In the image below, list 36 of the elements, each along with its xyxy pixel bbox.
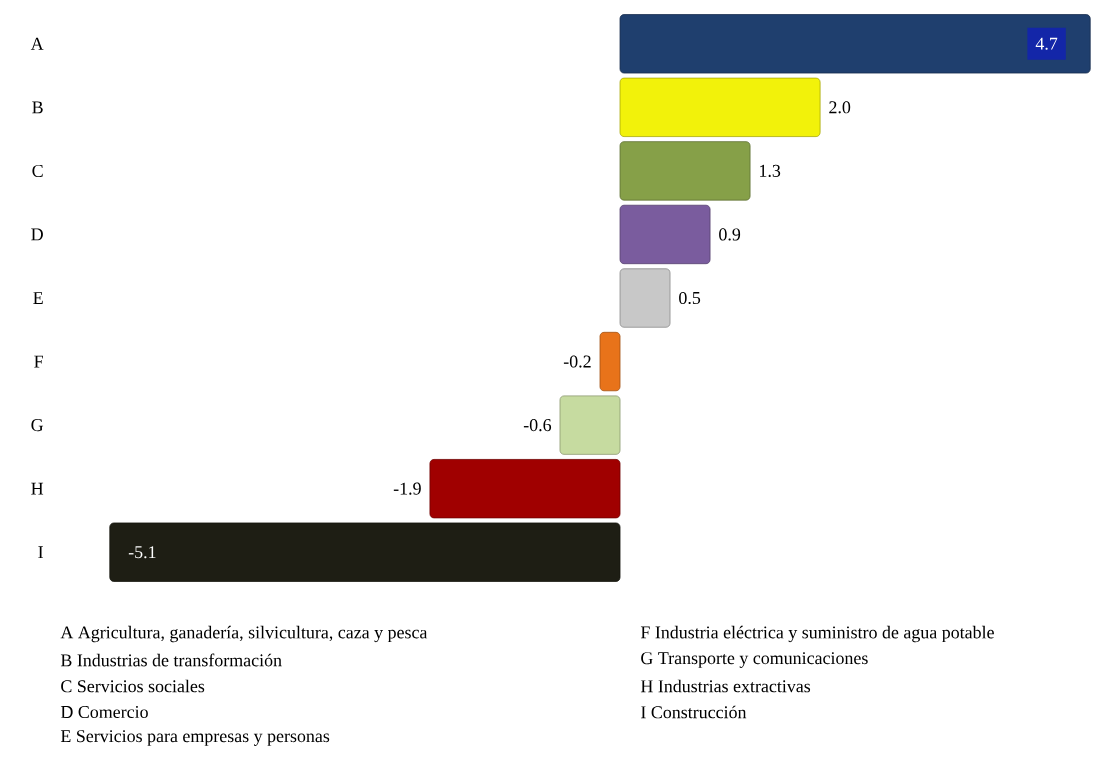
text: C Servicios sociales — [61, 679, 205, 693]
text: E Servicios para empresas y personas — [60, 730, 330, 746]
bar — [619, 204, 711, 265]
data-label: 2.0 — [829, 101, 851, 114]
bar — [619, 14, 1091, 74]
bar — [619, 268, 671, 328]
bar — [619, 77, 821, 137]
y-tick-label: A — [30, 37, 44, 50]
y-tick-label: D — [31, 228, 43, 241]
data-label: 1.3 — [760, 164, 781, 177]
text: H Industrias extractivas — [640, 679, 811, 693]
text: I Construcción — [641, 705, 747, 719]
y-tick-label: F — [34, 355, 43, 368]
text: G Transporte y comunicaciones — [641, 652, 868, 668]
y-tick-label: E — [33, 292, 43, 304]
y-tick-label: H — [31, 482, 44, 495]
bar — [109, 522, 621, 582]
data-label: 0.5 — [679, 291, 701, 305]
data-label: -0.6 — [523, 419, 552, 432]
text: D Comercio — [60, 705, 148, 719]
text: B Industrias de transformación — [60, 653, 282, 667]
text: F Industria eléctrica y suministro de agua potable — [640, 625, 994, 643]
data-label: -1.9 — [393, 482, 421, 495]
y-tick-label: B — [32, 101, 43, 114]
text: A Agricultura, ganadería, silvicultura, caza y pesca — [60, 625, 428, 643]
y-tick-label: G — [31, 419, 44, 432]
y-tick-label: I — [38, 546, 43, 559]
bar — [559, 395, 621, 455]
data-label: -5.1 — [128, 546, 156, 559]
bar — [599, 331, 621, 392]
bar — [619, 141, 751, 201]
data-label: -0.2 — [563, 355, 591, 368]
data-label: 0.9 — [719, 228, 741, 241]
bar — [429, 459, 621, 519]
y-tick-label: C — [32, 164, 43, 177]
data-label: 4.7 — [1035, 37, 1058, 50]
